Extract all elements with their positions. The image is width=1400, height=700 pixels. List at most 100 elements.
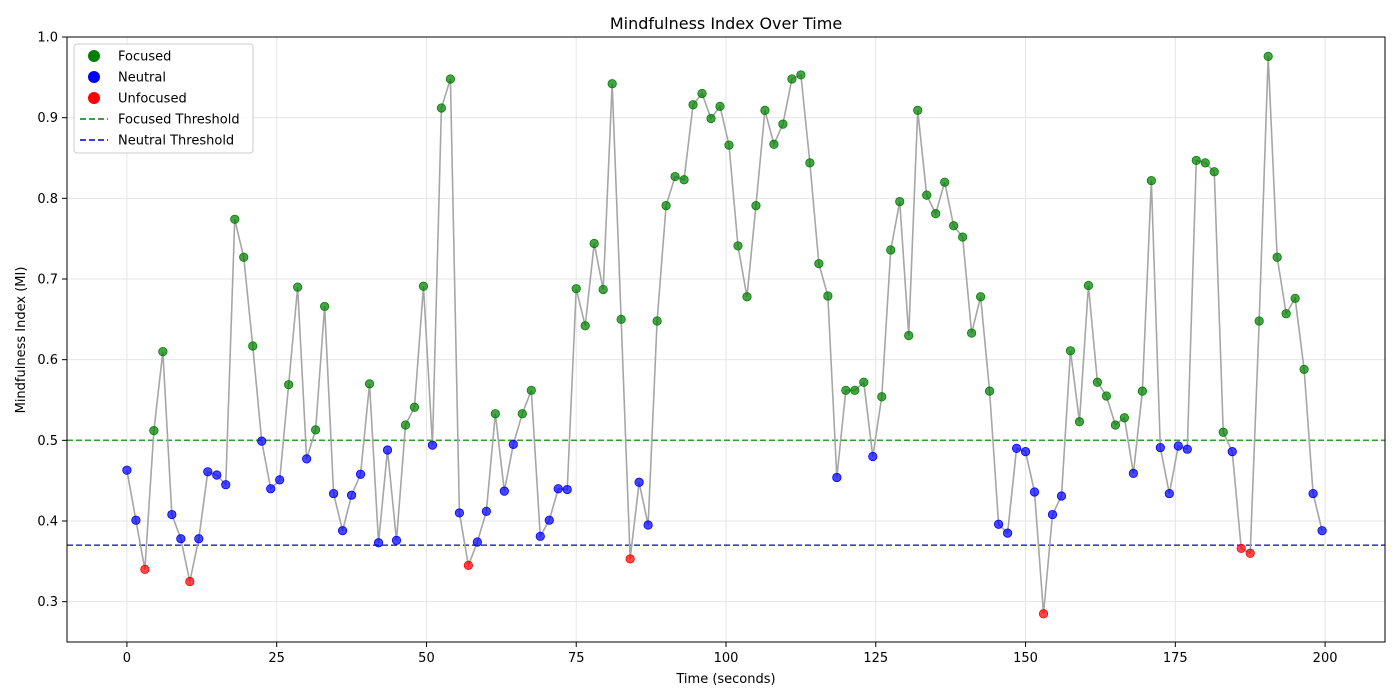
legend-box	[73, 43, 254, 154]
data-point-focused	[616, 314, 626, 324]
data-point-neutral	[1002, 528, 1013, 538]
data-point-focused	[706, 113, 716, 124]
data-point-focused	[1299, 364, 1309, 374]
data-point-neutral	[203, 467, 213, 477]
legend-marker	[88, 50, 100, 62]
data-point-focused	[823, 291, 833, 301]
data-point-neutral	[176, 534, 186, 544]
data-point-neutral	[302, 454, 312, 464]
data-point-neutral	[535, 531, 545, 541]
axes: 0 25 50 75 100 125 150 175 200 0.3 0.4 0.5 0.6 0.7 0.8…	[37, 31, 1386, 666]
data-point-focused	[1254, 316, 1264, 326]
data-point-focused	[984, 386, 995, 396]
data-point-focused	[697, 88, 707, 99]
y-tick-label: 0.3	[37, 595, 58, 610]
y-tick-label: 0.9	[37, 111, 58, 126]
data-point-neutral	[1128, 468, 1138, 479]
data-point-neutral	[1047, 509, 1058, 520]
data-point-neutral	[131, 515, 141, 525]
data-point-focused	[688, 100, 698, 110]
data-point-neutral	[167, 509, 177, 520]
data-point-neutral	[508, 439, 518, 449]
x-tick-label: 100	[714, 651, 739, 666]
data-point-neutral	[1173, 441, 1183, 451]
data-point-neutral	[212, 470, 222, 480]
data-point-neutral	[275, 475, 285, 485]
chart-title: Mindfulness Index Over Time	[610, 14, 842, 33]
data-point-focused	[436, 103, 447, 113]
data-point-neutral	[391, 535, 402, 545]
data-point-focused	[409, 402, 420, 412]
data-point-focused	[490, 409, 500, 419]
data-point-neutral	[1227, 447, 1237, 457]
data-point-focused	[1272, 252, 1282, 262]
grid	[67, 36, 1385, 642]
data-point-focused	[724, 140, 734, 150]
data-point-focused	[1209, 167, 1219, 177]
data-point-focused	[814, 259, 824, 269]
data-point-focused	[364, 379, 375, 389]
data-point-focused	[1065, 346, 1076, 356]
data-point-unfocused	[185, 576, 195, 587]
data-point-focused	[733, 241, 743, 251]
y-axis-label: Mindfulness Index (MI)	[14, 267, 29, 414]
legend-label: Unfocused	[118, 92, 187, 107]
y-tick-label: 0.8	[37, 192, 58, 207]
data-point-focused	[967, 328, 977, 338]
data-point-focused	[293, 282, 303, 292]
data-point-focused	[652, 316, 662, 326]
data-point-focused	[931, 209, 941, 219]
data-point-focused	[571, 284, 581, 294]
data-point-unfocused	[1038, 609, 1049, 619]
data-point-focused	[670, 171, 680, 182]
data-point-focused	[526, 385, 536, 395]
data-point-focused	[1281, 309, 1291, 319]
data-point-focused	[742, 292, 752, 302]
data-point-unfocused	[463, 560, 473, 570]
data-point-focused	[248, 341, 258, 351]
data-point-focused	[895, 196, 905, 207]
data-point-focused	[598, 284, 608, 295]
data-point-neutral	[328, 488, 339, 499]
x-tick-label: 75	[568, 651, 585, 666]
x-tick-label: 50	[418, 651, 435, 666]
data-point-focused	[1137, 386, 1147, 396]
data-point-focused	[778, 119, 788, 129]
data-point-focused	[445, 74, 456, 84]
data-point-neutral	[499, 486, 509, 496]
data-point-focused	[284, 380, 294, 390]
data-point-neutral	[373, 538, 384, 548]
data-point-focused	[805, 158, 815, 168]
data-point-neutral	[257, 436, 267, 446]
data-point-focused	[1146, 175, 1156, 186]
data-point-focused	[517, 409, 527, 419]
data-point-unfocused	[1236, 543, 1246, 554]
data-point-focused	[1263, 51, 1273, 61]
data-point-focused	[1110, 420, 1121, 430]
data-point-focused	[1200, 158, 1210, 168]
data-point-neutral	[553, 484, 563, 494]
data-point-neutral	[1029, 487, 1040, 497]
legend: Focused Neutral Unfocused Focused Threshold…	[73, 43, 254, 154]
data-point-neutral	[194, 534, 204, 544]
y-tick-label: 0.4	[37, 515, 58, 530]
data-point-focused	[904, 330, 914, 341]
data-point-neutral	[1182, 444, 1192, 454]
x-tick-label: 0	[123, 651, 131, 666]
data-point-focused	[760, 105, 770, 116]
legend-marker	[88, 71, 100, 83]
data-point-focused	[1083, 280, 1094, 291]
legend-label: Neutral Threshold	[118, 134, 234, 149]
series	[122, 51, 1327, 619]
data-point-focused	[230, 214, 240, 224]
data-point-focused	[796, 70, 806, 80]
data-point-neutral	[643, 520, 653, 530]
data-point-neutral	[1317, 526, 1327, 536]
data-point-focused	[958, 232, 968, 242]
data-point-focused	[158, 346, 168, 357]
legend-label: Focused	[118, 50, 171, 65]
data-point-neutral	[337, 526, 348, 536]
data-point-focused	[859, 377, 869, 387]
threshold-lines	[67, 439, 1385, 547]
